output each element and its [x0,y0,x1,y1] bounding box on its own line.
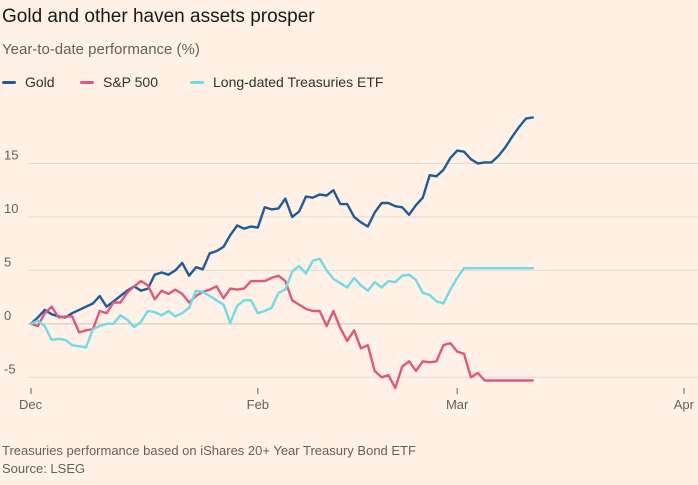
grid-layer [28,162,698,378]
y-tick-label: 15 [4,147,18,162]
chart-footnote: Treasuries performance based on iShares … [2,443,416,458]
x-tick-label: Dec [19,397,43,412]
legend-label-sp500: S&P 500 [103,74,159,90]
y-tick-label: 0 [4,308,11,323]
series-layer [29,116,534,390]
x-tick-label: Feb [247,397,269,412]
legend-swatch-gold [2,80,16,84]
line-chart: -5 0 5 10 15 Dec Feb Mar Apr [4,116,698,412]
y-tick-label: 10 [4,201,18,216]
y-tick-label: 5 [4,254,11,269]
legend-item-gold: Gold [2,74,55,90]
chart-title: Gold and other haven assets prosper [2,6,315,27]
x-tick-label: Apr [674,397,695,412]
chart-source: Source: LSEG [2,461,86,476]
y-tick-label: -5 [4,361,16,376]
legend-swatch-treasuries [190,80,204,84]
series-line-s-p-500 [29,274,534,390]
chart-subtitle: Year-to-date performance (%) [2,41,200,58]
series-line-long-dated-treasuries-etf [29,257,534,349]
x-tick-label: Mar [446,397,469,412]
axis-layer: -5 0 5 10 15 Dec Feb Mar Apr [4,147,695,412]
series-line-gold [29,116,534,326]
chart-legend: Gold S&P 500 Long-dated Treasuries ETF [2,74,692,92]
legend-item-sp500: S&P 500 [80,74,158,90]
legend-label-treasuries: Long-dated Treasuries ETF [213,74,384,90]
legend-item-treasuries: Long-dated Treasuries ETF [190,74,383,90]
legend-swatch-sp500 [80,80,94,84]
legend-label-gold: Gold [25,74,55,90]
